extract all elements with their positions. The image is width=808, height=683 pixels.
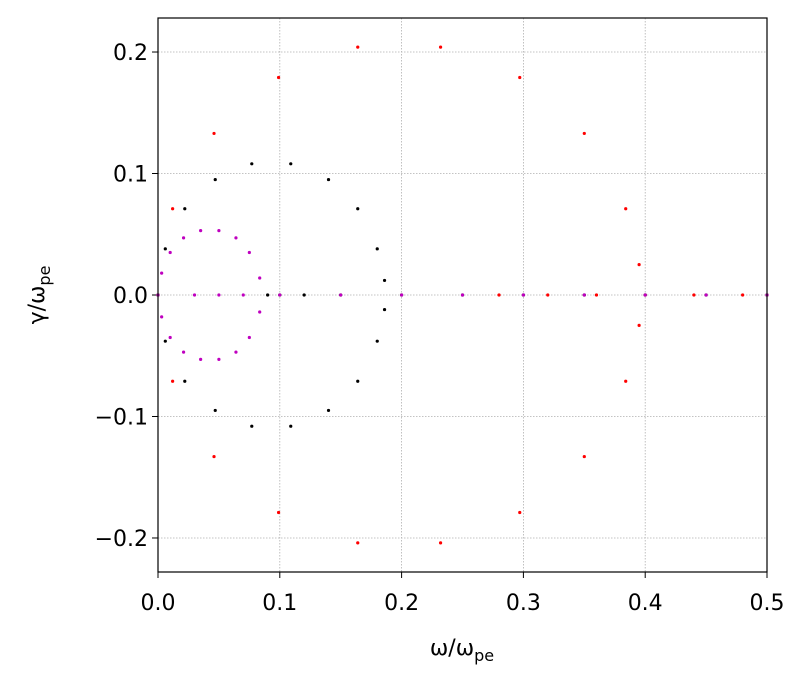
point [163, 247, 167, 251]
point [438, 541, 443, 545]
point [302, 293, 306, 297]
point [168, 335, 172, 340]
point [692, 293, 696, 297]
x-tick-label: 0.5 [750, 591, 785, 616]
point [234, 350, 238, 354]
y-axis-label-main: γ/ω [25, 286, 50, 325]
point [643, 293, 647, 297]
point [289, 162, 293, 166]
x-tick-label: 0.0 [141, 591, 176, 616]
point [217, 357, 221, 361]
point [704, 293, 708, 297]
point [163, 339, 167, 343]
point [241, 293, 245, 297]
point [266, 293, 270, 297]
point [234, 236, 238, 240]
point [518, 75, 522, 80]
x-axis-label: ω/ωpe [430, 636, 494, 665]
x-tick-label: 0.4 [628, 591, 663, 616]
point [212, 454, 216, 459]
point [326, 177, 331, 182]
y-tick-label: 0.1 [113, 163, 148, 188]
point [582, 131, 586, 136]
point [289, 424, 293, 428]
plot-frame [157, 17, 768, 573]
point [276, 75, 281, 80]
point [171, 207, 175, 211]
point [624, 207, 628, 211]
point [741, 293, 745, 297]
y-tick-label: 0.0 [113, 284, 148, 309]
point [217, 293, 221, 297]
point [356, 541, 360, 545]
point [181, 236, 186, 240]
point [375, 247, 379, 251]
point [375, 339, 379, 343]
point [192, 293, 197, 297]
point [382, 278, 387, 283]
y-tick-label: 0.2 [113, 41, 148, 66]
point [171, 379, 175, 383]
point [276, 510, 281, 515]
point [521, 293, 526, 297]
point [168, 250, 172, 255]
point [250, 162, 254, 166]
point [582, 454, 586, 459]
point [624, 379, 628, 383]
point [183, 379, 187, 383]
point [160, 315, 164, 319]
point [356, 45, 360, 49]
point [460, 293, 465, 297]
point [382, 307, 387, 312]
point [400, 293, 404, 297]
point [582, 293, 586, 297]
point [212, 131, 216, 136]
point [247, 250, 251, 255]
point [247, 335, 251, 340]
point [356, 379, 360, 383]
point [637, 263, 641, 267]
point [497, 293, 501, 297]
point [160, 271, 164, 275]
point [278, 293, 282, 297]
x-tick-label: 0.2 [384, 591, 419, 616]
y-axis-label-sub: pe [35, 266, 54, 286]
y-tick-label: −0.2 [95, 527, 148, 552]
point [181, 350, 186, 354]
point [258, 276, 262, 280]
point [213, 408, 217, 413]
point [356, 207, 360, 211]
x-tick-label: 0.3 [506, 591, 541, 616]
point [213, 177, 217, 182]
point [637, 323, 641, 327]
point [199, 229, 203, 233]
x-axis-label-sub: pe [474, 646, 494, 665]
x-tick-label: 0.1 [262, 591, 297, 616]
point [199, 357, 203, 361]
point [217, 229, 221, 233]
y-tick-label: −0.1 [95, 405, 148, 430]
point [339, 293, 343, 297]
point [250, 424, 254, 428]
y-axis-label: γ/ωpe [25, 266, 54, 325]
point [183, 207, 187, 211]
point [326, 408, 331, 413]
point [438, 45, 443, 49]
point [546, 293, 550, 297]
point [518, 510, 522, 515]
point [258, 310, 262, 314]
point [594, 293, 599, 297]
x-axis-label-main: ω/ω [430, 636, 474, 661]
